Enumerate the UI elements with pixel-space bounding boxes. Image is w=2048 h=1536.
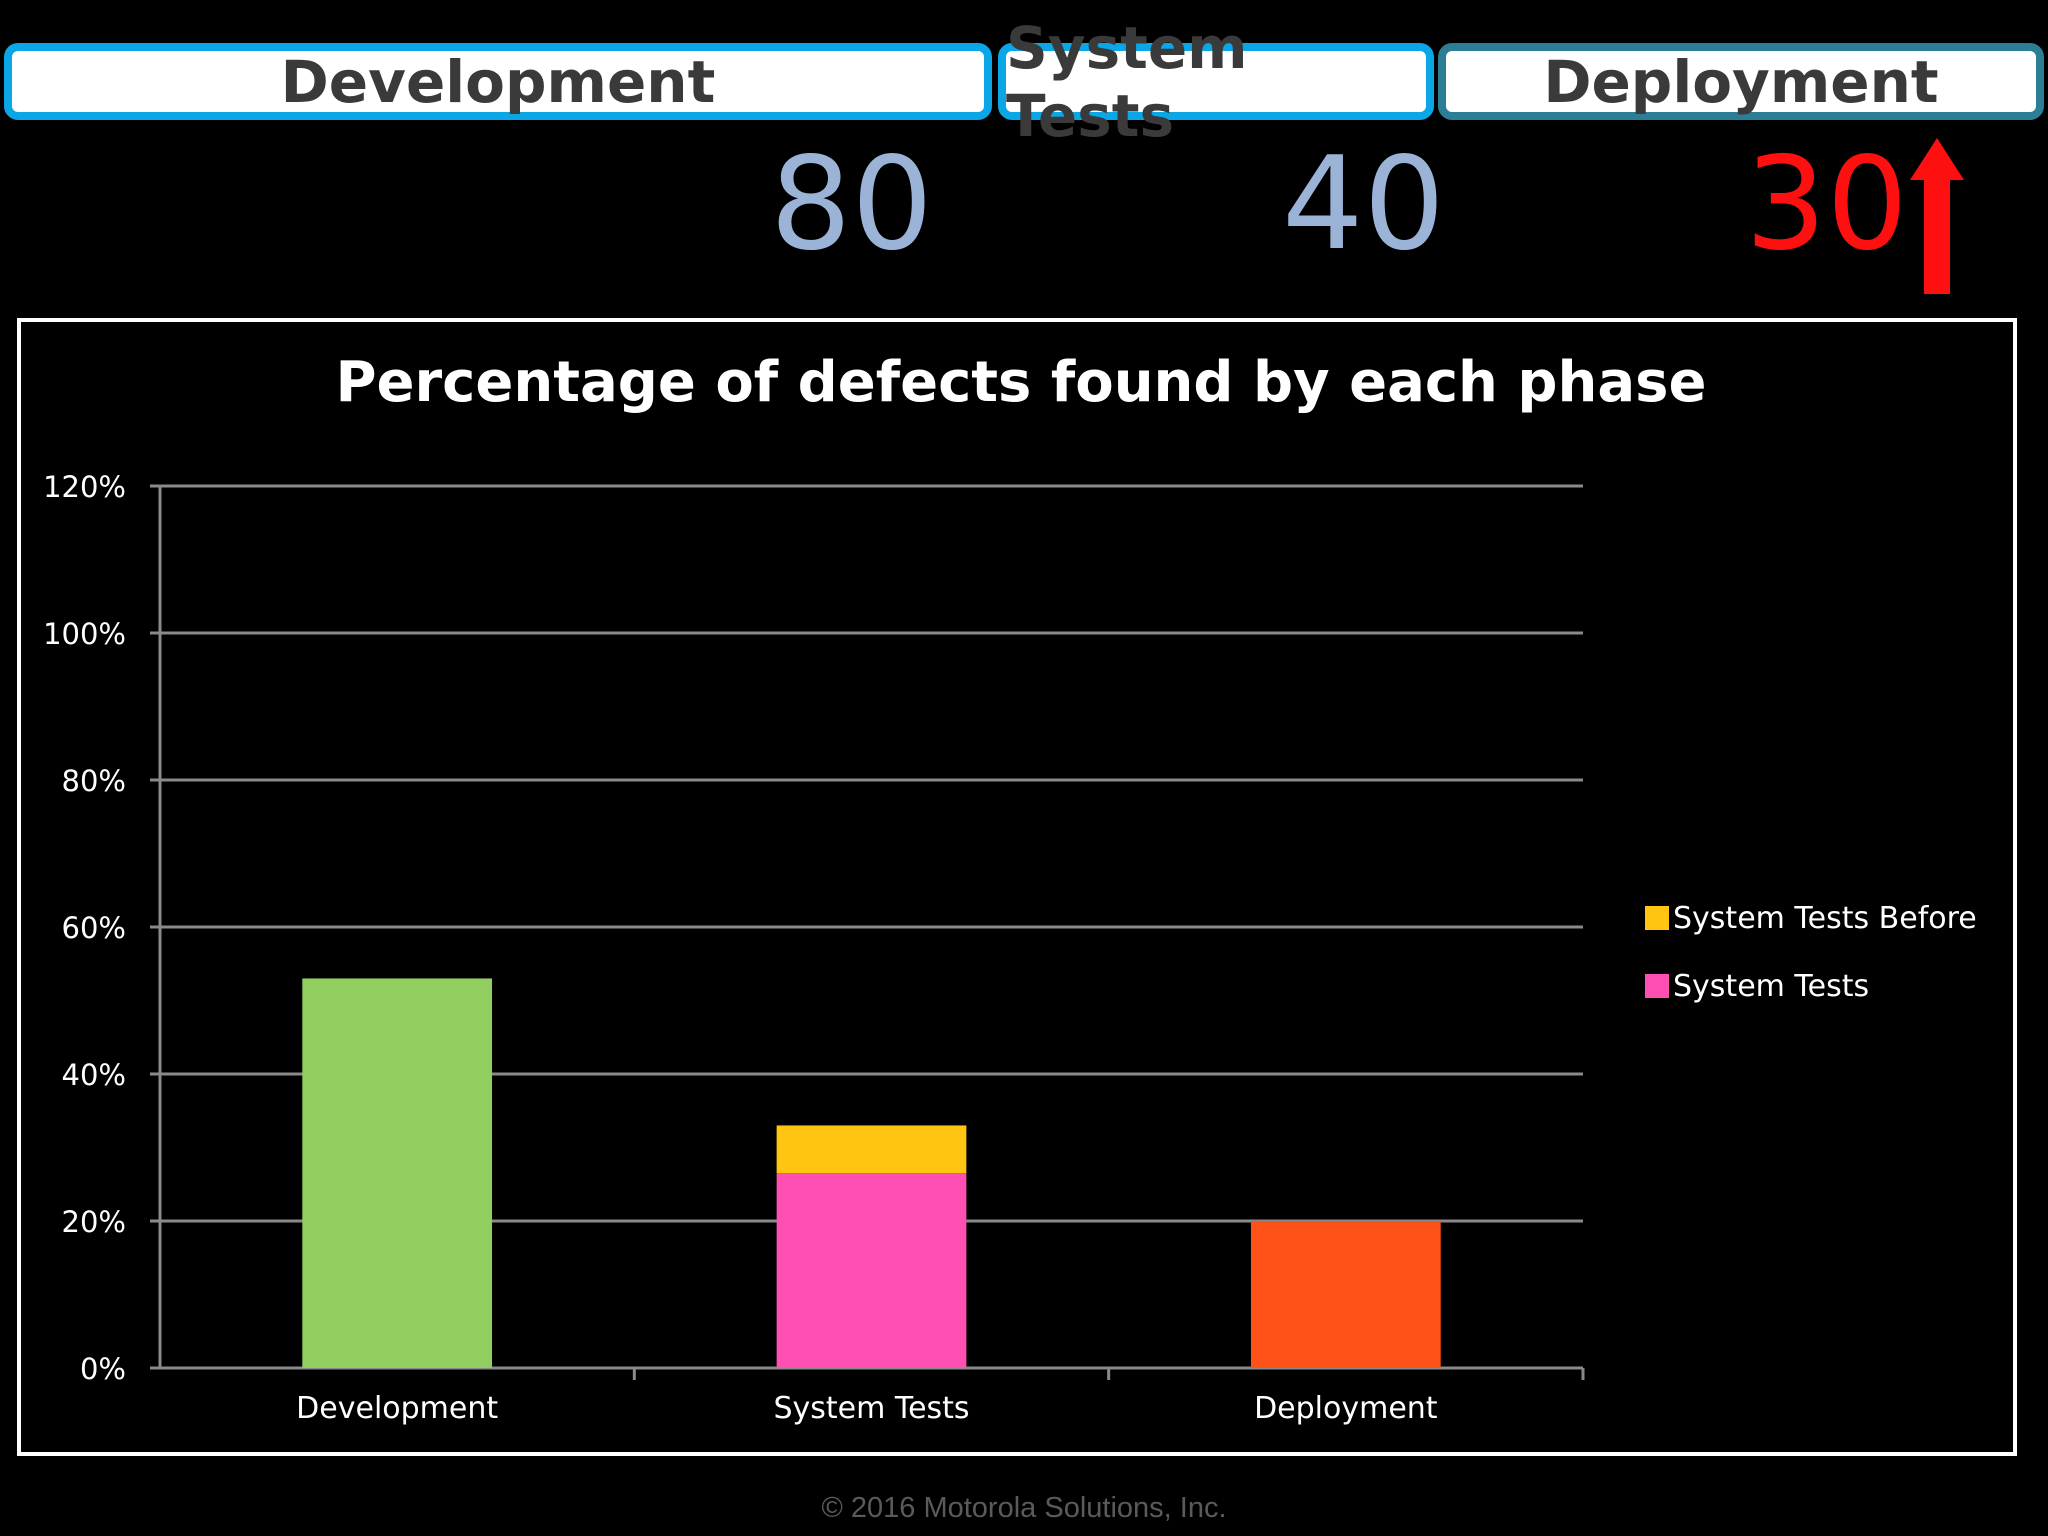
x-category-label: Deployment — [1254, 1391, 1438, 1426]
y-tick-label: 100% — [43, 617, 126, 651]
count-deployment: 30 — [1745, 130, 1908, 279]
legend-label: System Tests Before — [1673, 901, 1977, 936]
bar-chart: Percentage of defects found by each phas… — [43, 350, 1977, 1426]
y-tick-label: 80% — [62, 764, 126, 798]
x-category-label: Development — [296, 1391, 498, 1426]
bar-development — [302, 978, 493, 1368]
count-system-tests: 40 — [1282, 130, 1445, 279]
y-tick-label: 0% — [80, 1352, 126, 1386]
phase-label: System Tests — [1006, 13, 1248, 150]
phase-header-system-tests: System Tests — [998, 14, 1434, 150]
phase-header-deployment: Deployment — [1438, 43, 2044, 120]
up-arrow-icon — [1910, 138, 1964, 294]
y-tick-label: 20% — [62, 1205, 126, 1239]
legend-label: System Tests — [1673, 969, 1869, 1004]
bar-system-tests-before — [776, 1125, 967, 1174]
y-tick-label: 120% — [43, 470, 126, 504]
bar-system-tests — [776, 1173, 967, 1368]
legend-swatch — [1645, 974, 1669, 998]
bar-deployment — [1250, 1221, 1441, 1368]
y-tick-label: 40% — [62, 1058, 126, 1092]
x-category-label: System Tests — [773, 1391, 969, 1426]
copyright-footer: © 2016 Motorola Solutions, Inc. — [821, 1492, 1227, 1524]
count-development: 80 — [770, 130, 933, 279]
phase-header-development: Development — [4, 43, 992, 120]
legend-swatch — [1645, 906, 1669, 930]
phase-label: Development — [280, 47, 716, 116]
y-tick-label: 60% — [62, 911, 126, 945]
chart-panel: Percentage of defects found by each phas… — [17, 318, 2017, 1456]
phase-label: Deployment — [1543, 47, 1939, 116]
chart-title: Percentage of defects found by each phas… — [336, 350, 1707, 415]
